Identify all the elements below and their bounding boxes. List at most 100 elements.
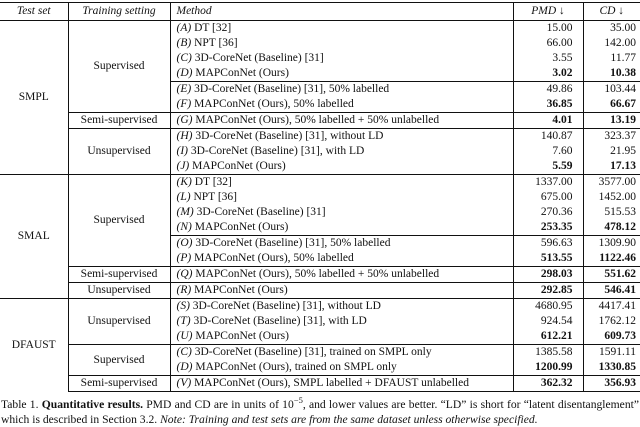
cell-pmd: 36.85 xyxy=(512,97,583,113)
cell-pmd: 15.00 xyxy=(512,20,583,36)
header-row: Test set Training setting Method PMD ↓ C… xyxy=(0,2,640,21)
cell-pmd: 253.35 xyxy=(512,220,583,236)
cell-pmd: 140.87 xyxy=(512,128,583,144)
caption-label: Table 1. xyxy=(1,398,39,411)
cell-training-setting: Semi-supervised xyxy=(67,112,170,129)
cell-test-set: DFAUST xyxy=(0,298,68,392)
cell-pmd: 3.02 xyxy=(512,66,583,82)
table-row: (T) 3D-CoreNet (Baseline) [31], with LD … xyxy=(0,314,640,329)
cell-method: (S) 3D-CoreNet (Baseline) [31], without … xyxy=(169,298,513,314)
table-row: (L) NPT [36] 675.00 1452.00 xyxy=(0,190,640,205)
cell-cd: 515.53 xyxy=(582,205,640,220)
cell-method: (D) MAPConNet (Ours) xyxy=(169,66,513,82)
results-table: Test set Training setting Method PMD ↓ C… xyxy=(0,2,640,392)
cell-cd: 4417.41 xyxy=(582,298,640,314)
col-header-cd: CD ↓ xyxy=(582,2,640,21)
cell-method: (M) 3D-CoreNet (Baseline) [31] xyxy=(169,205,513,220)
cell-test-set: SMPL xyxy=(18,91,49,103)
cell-method: (U) MAPConNet (Ours) xyxy=(169,329,513,345)
cell-training-setting: Supervised xyxy=(67,344,170,376)
cell-pmd: 298.03 xyxy=(512,266,583,283)
table-row: (E) 3D-CoreNet (Baseline) [31], 50% labe… xyxy=(0,81,640,97)
cell-pmd: 596.63 xyxy=(512,235,583,251)
cell-pmd: 49.86 xyxy=(512,81,583,97)
cell-method: (B) NPT [36] xyxy=(169,36,513,51)
cell-cd: 1330.85 xyxy=(582,360,640,376)
cell-pmd: 1200.99 xyxy=(512,360,583,376)
cell-pmd: 362.32 xyxy=(512,375,583,392)
cell-method: (J) MAPConNet (Ours) xyxy=(169,159,513,175)
caption-body-start: PMD and CD are in units of 10 xyxy=(146,398,294,411)
cell-method: (A) DT [32] xyxy=(169,20,513,36)
table-row: SMPL Supervised (A) DT [32] 15.00 35.00 xyxy=(0,20,640,113)
cell-training-setting: Supervised xyxy=(67,174,170,267)
cell-cd: 323.37 xyxy=(582,128,640,144)
cell-method: (N) MAPConNet (Ours) xyxy=(169,220,513,236)
cell-method: (H) 3D-CoreNet (Baseline) [31], without … xyxy=(169,128,513,144)
table-row: (U) MAPConNet (Ours) 612.21 609.73 xyxy=(0,329,640,345)
cell-cd: 1591.11 xyxy=(582,344,640,360)
caption-title: Quantitative results. xyxy=(41,398,143,411)
cell-training-setting: Semi-supervised xyxy=(67,266,170,283)
cell-cd: 11.77 xyxy=(582,51,640,66)
table-row: Unsupervised (R) MAPConNet (Ours) 292.85… xyxy=(0,282,640,299)
cell-method: (Q) MAPConNet (Ours), 50% labelled + 50%… xyxy=(169,266,513,283)
cell-cd: 66.67 xyxy=(582,97,640,113)
cell-cd: 103.44 xyxy=(582,81,640,97)
cell-method: (G) MAPConNet (Ours), 50% labelled + 50%… xyxy=(169,112,513,129)
cell-method: (D) MAPConNet (Ours), trained on SMPL on… xyxy=(169,360,513,376)
cell-method: (L) NPT [36] xyxy=(169,190,513,205)
cell-pmd: 1385.58 xyxy=(512,344,583,360)
table-row: (C) 3D-CoreNet (Baseline) [31] 3.55 11.7… xyxy=(0,51,640,66)
cell-pmd: 66.00 xyxy=(512,36,583,51)
table-row: (J) MAPConNet (Ours) 5.59 17.13 xyxy=(0,159,640,175)
cell-cd: 21.95 xyxy=(582,144,640,159)
cell-pmd: 1337.00 xyxy=(512,174,583,190)
cell-method: (F) MAPConNet (Ours), 50% labelled xyxy=(169,97,513,113)
table-row: Semi-supervised (Q) MAPConNet (Ours), 50… xyxy=(0,266,640,283)
table-row: Supervised (C) 3D-CoreNet (Baseline) [31… xyxy=(0,344,640,376)
cell-cd: 142.00 xyxy=(582,36,640,51)
cell-cd: 1452.00 xyxy=(582,190,640,205)
cell-cd: 1122.46 xyxy=(582,251,640,267)
cell-method: (T) 3D-CoreNet (Baseline) [31], with LD xyxy=(169,314,513,329)
cell-training-setting: Semi-supervised xyxy=(67,375,170,392)
cell-cd: 35.00 xyxy=(582,20,640,36)
cell-cd: 17.13 xyxy=(582,159,640,175)
cell-pmd: 5.59 xyxy=(512,159,583,175)
caption-note: Note: Training and test sets are from th… xyxy=(160,412,538,426)
cell-training-setting: Unsupervised xyxy=(67,298,170,345)
cell-cd: 13.19 xyxy=(582,112,640,129)
cell-cd: 546.41 xyxy=(582,282,640,299)
cell-method: (K) DT [32] xyxy=(169,174,513,190)
table-row: (F) MAPConNet (Ours), 50% labelled 36.85… xyxy=(0,97,640,113)
table-row: (B) NPT [36] 66.00 142.00 xyxy=(0,36,640,51)
table-row: SMAL Supervised (K) DT [32] 1337.00 3577… xyxy=(0,174,640,299)
cell-method: (P) MAPConNet (Ours), 50% labelled xyxy=(169,251,513,267)
cell-method: (E) 3D-CoreNet (Baseline) [31], 50% labe… xyxy=(169,81,513,97)
cell-method: (C) 3D-CoreNet (Baseline) [31], trained … xyxy=(169,344,513,360)
cell-test-set: SMAL xyxy=(0,174,68,299)
cell-pmd: 513.55 xyxy=(512,251,583,267)
table-row: (N) MAPConNet (Ours) 253.35 478.12 xyxy=(0,220,640,236)
cell-pmd: 612.21 xyxy=(512,329,583,345)
cell-method: (C) 3D-CoreNet (Baseline) [31] xyxy=(169,51,513,66)
cell-pmd: 924.54 xyxy=(512,314,583,329)
table-row: Semi-supervised (G) MAPConNet (Ours), 50… xyxy=(0,112,640,129)
col-header-test-set: Test set xyxy=(0,2,68,21)
table-caption: Table 1. Quantitative results. PMD and C… xyxy=(1,396,639,427)
cell-method: (O) 3D-CoreNet (Baseline) [31], 50% labe… xyxy=(169,235,513,251)
table-row: (D) MAPConNet (Ours) 3.02 10.38 xyxy=(0,66,640,82)
cell-method: (V) MAPConNet (Ours), SMPL labelled + DF… xyxy=(169,375,513,392)
cell-training-setting: Unsupervised xyxy=(67,128,170,175)
cell-cd: 551.62 xyxy=(582,266,640,283)
cell-cd: 609.73 xyxy=(582,329,640,345)
cell-pmd: 270.36 xyxy=(512,205,583,220)
table-row: Unsupervised (H) 3D-CoreNet (Baseline) [… xyxy=(0,128,640,175)
cell-cd: 1309.90 xyxy=(582,235,640,251)
cell-method: (R) MAPConNet (Ours) xyxy=(169,282,513,299)
cell-cd: 1762.12 xyxy=(582,314,640,329)
table-row: DFAUST Unsupervised (S) 3D-CoreNet (Base… xyxy=(0,298,640,392)
cell-pmd: 292.85 xyxy=(512,282,583,299)
cell-method: (I) 3D-CoreNet (Baseline) [31], with LD xyxy=(169,144,513,159)
